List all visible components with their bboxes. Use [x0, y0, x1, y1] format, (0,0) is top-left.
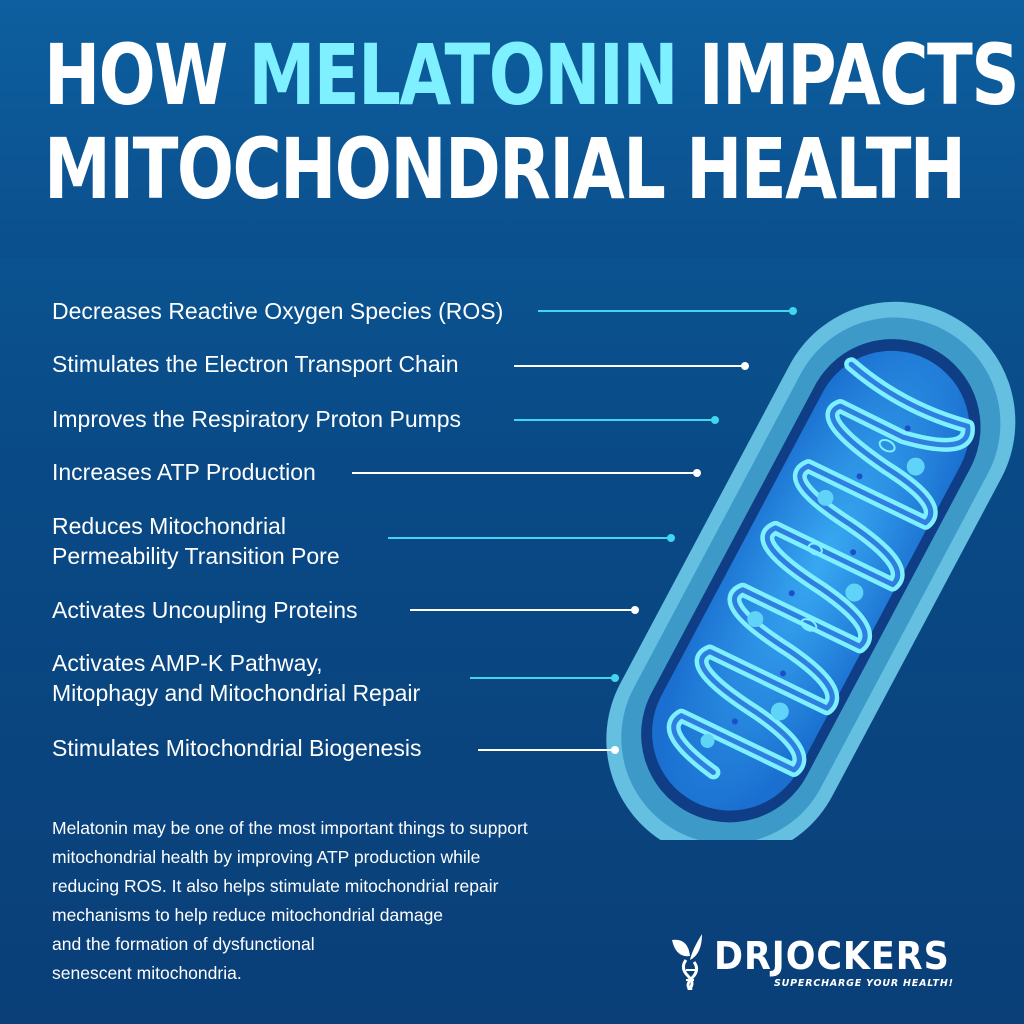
title-word-melatonin: MELATONIN: [248, 26, 679, 124]
title-word-impacts: IMPACTS: [698, 26, 1020, 124]
title-line-2: MITOCHONDRIAL HEALTH: [44, 120, 966, 218]
benefit-item: Activates AMP-K Pathway, Mitophagy and Mi…: [52, 648, 420, 708]
connector-line: [352, 469, 701, 477]
benefit-text: Stimulates the Electron Transport Chain: [52, 351, 459, 377]
benefit-text: Increases ATP Production: [52, 459, 316, 485]
summary-paragraph: Melatonin may be one of the most importa…: [52, 814, 632, 988]
paragraph-line: Melatonin may be one of the most importa…: [52, 818, 528, 838]
connector-dot: [693, 469, 701, 477]
paragraph-line: and the formation of dysfunctional: [52, 934, 315, 954]
page-title: HOW MELATONIN IMPACTS MITOCHONDRIAL HEAL…: [44, 26, 1020, 218]
connector-line: [514, 362, 749, 370]
connector-line: [538, 307, 797, 315]
header-band: [0, 0, 1024, 258]
benefit-text: Reduces Mitochondrial: [52, 513, 286, 539]
connector-dot: [789, 307, 797, 315]
drjockers-logo: DRJOCKERS SUPERCHARGE YOUR HEALTH!: [662, 930, 982, 1000]
logo-tagline: SUPERCHARGE YOUR HEALTH!: [774, 978, 954, 989]
connector-dot: [611, 746, 619, 754]
benefit-item: Activates Uncoupling Proteins: [52, 595, 358, 625]
connector-dot: [711, 416, 719, 424]
connector-line: [470, 674, 619, 682]
mitochondrion-illustration: [606, 301, 1016, 840]
benefit-text: Permeability Transition Pore: [52, 543, 340, 569]
title-line-1: HOW MELATONIN IMPACTS: [44, 26, 1020, 124]
connector-line: [514, 416, 719, 424]
benefit-text: Decreases Reactive Oxygen Species (ROS): [52, 298, 504, 324]
title-word-how: HOW: [44, 26, 228, 124]
paragraph-line: senescent mitochondria.: [52, 963, 242, 983]
benefit-text: Stimulates Mitochondrial Biogenesis: [52, 735, 422, 761]
benefit-item: Increases ATP Production: [52, 457, 316, 487]
connector-line: [388, 534, 675, 542]
connector-dot: [611, 674, 619, 682]
benefit-text: Activates Uncoupling Proteins: [52, 597, 358, 623]
benefit-item: Decreases Reactive Oxygen Species (ROS): [52, 296, 503, 326]
paragraph-line: mitochondrial health by improving ATP pr…: [52, 847, 481, 867]
benefit-text: Activates AMP-K Pathway,: [52, 650, 323, 676]
connector-line: [410, 606, 639, 614]
paragraph-line: reducing ROS. It also helps stimulate mi…: [52, 876, 499, 896]
leaf-dna-icon: [672, 934, 702, 990]
connector-line: [478, 746, 619, 754]
benefit-text: Mitophagy and Mitochondrial Repair: [52, 680, 421, 706]
connector-dot: [631, 606, 639, 614]
benefit-item: Improves the Respiratory Proton Pumps: [52, 404, 461, 434]
benefit-text: Improves the Respiratory Proton Pumps: [52, 406, 462, 432]
benefit-item: Stimulates Mitochondrial Biogenesis: [52, 733, 421, 763]
connector-dot: [741, 362, 749, 370]
logo-wordmark: DRJOCKERS: [714, 934, 950, 978]
connector-dot: [667, 534, 675, 542]
paragraph-line: mechanisms to help reduce mitochondrial …: [52, 905, 444, 925]
benefit-item: Reduces Mitochondrial Permeability Transi…: [52, 511, 340, 571]
benefit-item: Stimulates the Electron Transport Chain: [52, 349, 459, 379]
